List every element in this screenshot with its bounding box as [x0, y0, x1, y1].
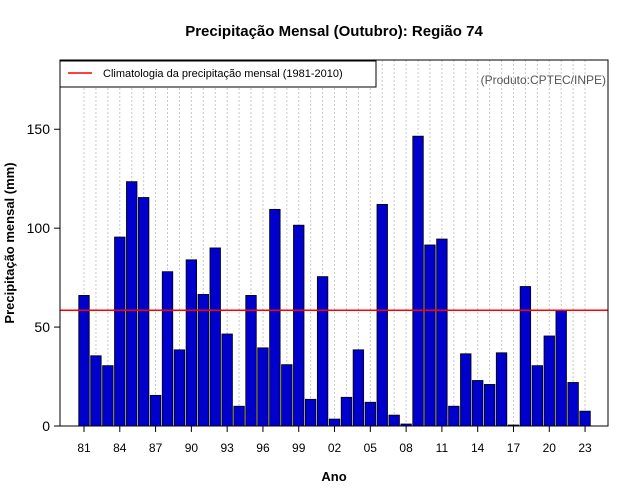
- bar-2000: [305, 398, 317, 427]
- y-tick-label: 50: [34, 319, 50, 335]
- bar-2020: [543, 335, 555, 427]
- x-tick-label: 05: [364, 441, 378, 455]
- bar-2016: [495, 352, 508, 427]
- bar-1996: [257, 347, 269, 427]
- x-tick-label: 02: [328, 441, 342, 455]
- bar-2005: [364, 401, 376, 427]
- x-tick-label: 87: [149, 441, 163, 455]
- bar-1985: [126, 181, 138, 427]
- x-tick-label: 17: [507, 441, 521, 455]
- bar-2009: [412, 135, 424, 427]
- bar-1982: [90, 355, 102, 427]
- bar-2013: [460, 353, 472, 427]
- x-tick-label: 23: [578, 441, 592, 455]
- bar-1983: [102, 365, 114, 427]
- bar-2014: [472, 380, 484, 427]
- bar-1992: [209, 247, 221, 427]
- y-axis-label: Precipitação mensal (mm): [2, 162, 17, 323]
- bars-group: [78, 135, 591, 427]
- y-tick-label: 100: [27, 220, 51, 236]
- bar-1993: [221, 333, 233, 427]
- x-tick-label: 84: [113, 441, 127, 455]
- legend-box: [59, 60, 377, 88]
- bar-1994: [233, 405, 245, 427]
- bar-2011: [436, 238, 448, 427]
- bar-1984: [114, 236, 126, 427]
- bar-1987: [149, 394, 162, 427]
- x-tick-label: 11: [436, 441, 449, 455]
- bar-2021: [555, 309, 567, 427]
- y-tick-label: 150: [27, 121, 51, 137]
- bar-1981: [78, 295, 90, 427]
- bar-2015: [483, 384, 496, 427]
- x-axis-label: Ano: [321, 469, 346, 484]
- bar-1986: [137, 197, 150, 427]
- y-tick-label: 0: [42, 418, 50, 434]
- x-tick-label: 99: [292, 441, 306, 455]
- bar-2012: [448, 405, 460, 427]
- x-tick-label: 14: [471, 441, 485, 455]
- bar-1998: [281, 364, 293, 427]
- bar-1988: [161, 271, 174, 427]
- bar-2023: [579, 410, 591, 427]
- x-tick-label: 96: [256, 441, 270, 455]
- x-tick-label: 08: [399, 441, 413, 455]
- bar-2002: [328, 418, 341, 427]
- credit-text: (Produto:CPTEC/INPE): [481, 73, 606, 87]
- bar-2001: [316, 276, 329, 427]
- chart-title: Precipitação Mensal (Outubro): Região 74: [185, 23, 483, 40]
- bar-1990: [185, 259, 198, 427]
- x-tick-label: 81: [77, 441, 91, 455]
- x-axis: 81 84 87 90 93 96 99 02 05 08 11 14 17 20 23: [77, 426, 592, 455]
- plot-frame: [59, 59, 609, 427]
- bar-1989: [173, 349, 186, 427]
- gridlines: [83, 60, 586, 426]
- x-tick-label: 20: [543, 441, 557, 455]
- bar-2022: [567, 382, 579, 427]
- legend-label: Climatologia da precipitação mensal (198…: [103, 68, 343, 80]
- bar-2007: [388, 414, 400, 427]
- bar-2019: [531, 365, 543, 427]
- x-tick-label: 93: [220, 441, 234, 455]
- bar-2003: [340, 396, 353, 427]
- x-tick-label: 90: [185, 441, 199, 455]
- bar-1991: [197, 294, 209, 427]
- bar-2018: [519, 286, 532, 427]
- bar-2004: [352, 349, 365, 427]
- bar-2006: [376, 204, 388, 427]
- bar-1999: [293, 224, 305, 427]
- legend: Climatologia da precipitação mensal (198…: [59, 60, 377, 88]
- bar-1995: [245, 295, 257, 427]
- bar-2010: [424, 244, 436, 427]
- bar-1997: [269, 208, 281, 427]
- y-axis: 0 50 100 150: [27, 121, 60, 434]
